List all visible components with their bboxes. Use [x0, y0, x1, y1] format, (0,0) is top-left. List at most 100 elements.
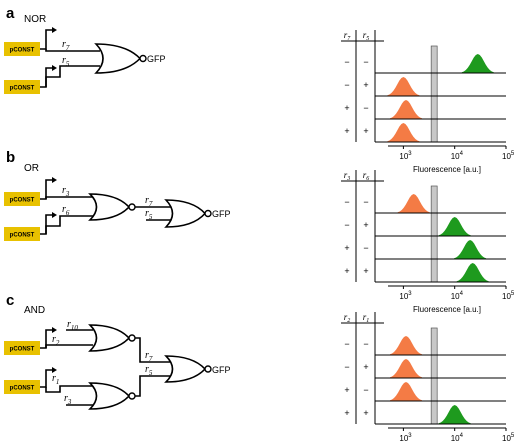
histogram-orange: [389, 382, 422, 401]
output-label: GFP: [212, 365, 231, 375]
histogram-green: [438, 405, 471, 424]
input-state: −: [344, 80, 349, 90]
input-state: −: [344, 220, 349, 230]
promoter-arrow: [40, 329, 52, 349]
x-tick-label: 104: [451, 291, 464, 301]
output-label: GFP: [212, 209, 231, 219]
promoter-box: [4, 380, 40, 394]
column-header: r6: [363, 170, 370, 182]
signal-label: r7: [145, 195, 153, 208]
panel-letter-b: b: [6, 149, 15, 166]
x-axis-label: Fluorescence [a.u.]: [413, 305, 481, 314]
x-tick-label: 104: [451, 151, 464, 161]
column-header: r1: [363, 312, 370, 324]
histogram-orange: [389, 100, 422, 119]
inverter-bubble: [204, 209, 212, 218]
x-tick-label: 105: [502, 151, 515, 161]
input-state: +: [363, 220, 368, 230]
wire: [45, 196, 93, 199]
input-state: +: [344, 126, 349, 136]
x-tick-label: 104: [451, 433, 464, 443]
wire: [45, 385, 93, 393]
histogram-orange: [387, 77, 420, 96]
x-axis-label: Fluorescence [a.u.]: [413, 165, 481, 174]
wire: [135, 375, 172, 397]
nor-gate: [94, 43, 142, 74]
signal-label: r7: [62, 39, 70, 52]
histogram-tables: r7 r5 − − − + + − + +103 104 105 Fluorescence [a.u.]…: [341, 30, 515, 443]
threshold-band: [430, 45, 438, 143]
panel-b: b OR pCONST pCONST r3 r6 r7 r5 GFP: [4, 149, 231, 241]
signal-label: r1: [52, 373, 59, 386]
histogram-green: [438, 217, 471, 236]
inverter-bubble: [139, 54, 147, 63]
promoter-arrow: [40, 369, 52, 388]
output-label: GFP: [147, 54, 166, 64]
input-state: −: [363, 243, 368, 253]
promoter-arrow: [40, 214, 52, 235]
signal-label: r7: [145, 350, 153, 363]
wire: [135, 337, 172, 363]
signal-label: r5: [62, 55, 70, 68]
nor-gate: [164, 199, 207, 228]
threshold-band: [430, 327, 438, 425]
input-state: +: [363, 80, 368, 90]
signal-label: r3: [62, 185, 70, 198]
column-header: r7: [344, 30, 352, 42]
input-state: −: [363, 197, 368, 207]
nor-gate: [88, 193, 131, 221]
input-state: −: [363, 103, 368, 113]
column-header: r2: [344, 312, 351, 324]
panel-letter-a: a: [6, 5, 15, 22]
inverter-bubble: [204, 365, 212, 373]
input-state: −: [363, 339, 368, 349]
promoter-label: pCONST: [10, 198, 35, 204]
input-state: +: [344, 266, 349, 276]
nor-gate: [164, 355, 207, 383]
histogram-orange: [389, 359, 422, 378]
threshold-band: [430, 185, 438, 283]
promoter-box: [4, 80, 40, 94]
panel-letter-c: c: [6, 292, 14, 309]
arrow-head-icon: [52, 212, 57, 218]
promoter-label: pCONST: [10, 48, 35, 54]
input-state: +: [344, 408, 349, 418]
arrow-head-icon: [52, 367, 57, 373]
panel-c: c AND pCONST pCONST r10 r2 r1 r3 r7 r5 G…: [4, 292, 231, 410]
wire: [45, 215, 93, 234]
arrow-head-icon: [52, 27, 57, 33]
histogram-green: [454, 240, 487, 259]
wire: [45, 65, 100, 87]
input-state: +: [363, 362, 368, 372]
wire: [45, 49, 100, 52]
input-state: −: [344, 339, 349, 349]
inverter-bubble: [128, 203, 136, 211]
histogram-green: [461, 54, 494, 73]
promoter-box: [4, 227, 40, 241]
x-tick-label: 105: [502, 433, 515, 443]
promoter-arrow: [40, 179, 52, 200]
arrow-head-icon: [52, 177, 57, 183]
input-state: −: [344, 57, 349, 67]
inverter-bubble: [128, 392, 136, 400]
x-tick-label: 105: [502, 291, 515, 301]
arrow-head-icon: [52, 327, 57, 333]
histogram-orange: [389, 336, 422, 355]
histogram-orange: [397, 194, 430, 213]
input-state: +: [344, 243, 349, 253]
column-header: r5: [363, 30, 370, 42]
nor-gate: [88, 324, 131, 352]
input-state: +: [363, 126, 368, 136]
column-header: r3: [344, 170, 351, 182]
gate-title-and: AND: [24, 305, 45, 316]
wire: [45, 344, 93, 348]
input-state: −: [363, 57, 368, 67]
histogram-table-b: r3 r6 − − − + + − + +103 104 105 Fluorescence [a.u.]: [341, 170, 515, 314]
promoter-box: [4, 341, 40, 355]
promoter-box: [4, 192, 40, 206]
histogram-green: [456, 263, 489, 282]
promoter-label: pCONST: [10, 86, 35, 92]
signal-label: r10: [67, 319, 78, 332]
promoter-box: [4, 42, 40, 56]
